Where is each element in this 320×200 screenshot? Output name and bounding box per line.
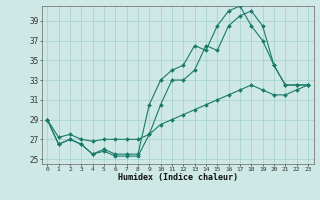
X-axis label: Humidex (Indice chaleur): Humidex (Indice chaleur) — [118, 173, 237, 182]
